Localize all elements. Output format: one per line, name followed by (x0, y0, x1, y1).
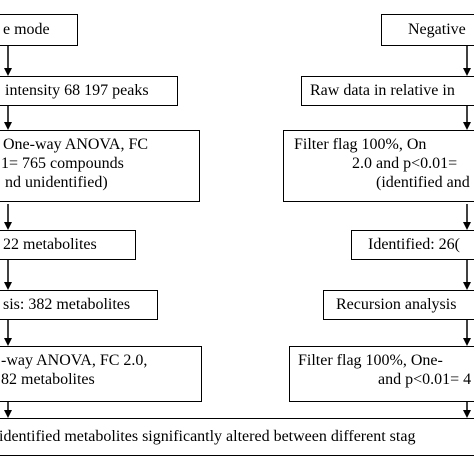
left-filter-box: One-way ANOVA, FC 1= 765 compounds nd un… (0, 130, 200, 202)
left-arrowhead-2 (4, 122, 12, 130)
left-identified-text: 22 metabolites (3, 236, 97, 253)
left-arrowhead-3 (4, 222, 12, 230)
left-raw-data-text: intensity 68 197 peaks (5, 82, 149, 99)
left-arrowhead-6 (4, 410, 12, 418)
left-filter-line-2: 1= 765 compounds (1, 155, 124, 172)
right-filter-line-2: 2.0 and p<0.01= (352, 155, 458, 172)
right-arrowhead-1 (463, 68, 471, 76)
left-arrowhead-1 (4, 68, 12, 76)
left-recursion-text: sis: 382 metabolites (3, 296, 131, 313)
right-filter-line-1: Filter flag 100%, On (294, 136, 427, 153)
left-mode-header: e mode (3, 21, 50, 38)
right-final-filter-box: Filter flag 100%, One- and p<0.01= 4 (289, 346, 474, 402)
right-mode-header-box: Negative (381, 14, 474, 46)
right-identified-box: Identified: 26( (351, 230, 474, 260)
left-mode-header-box: e mode (0, 14, 78, 46)
right-recursion-box: Recursion analysis (323, 290, 474, 320)
right-identified-text: Identified: 26( (368, 236, 460, 253)
right-recursion-text: Recursion analysis (336, 296, 457, 313)
right-filter-box: Filter flag 100%, On 2.0 and p<0.01= (id… (283, 130, 474, 202)
left-arrowhead-5 (4, 338, 12, 346)
right-filter-line-3: (identified and (376, 174, 470, 191)
left-final-filter-box: -way ANOVA, FC 2.0, 82 metabolites (0, 346, 202, 402)
right-mode-header: Negative (408, 21, 466, 38)
right-arrowhead-5 (463, 338, 471, 346)
left-filter-line-1: One-way ANOVA, FC (3, 136, 149, 153)
right-final-filter-line-1: Filter flag 100%, One- (298, 352, 443, 369)
right-arrowhead-2 (463, 122, 471, 130)
result-text: identified metabolites significantly alt… (0, 428, 416, 445)
right-arrowhead-6 (463, 410, 471, 418)
right-final-filter-line-2: and p<0.01= 4 (378, 371, 472, 388)
result-box: identified metabolites significantly alt… (0, 418, 474, 456)
left-recursion-box: sis: 382 metabolites (0, 290, 158, 320)
right-raw-data-box: Raw data in relative in (301, 76, 474, 106)
left-raw-data-box: intensity 68 197 peaks (0, 76, 178, 106)
left-identified-box: 22 metabolites (0, 230, 136, 260)
left-final-filter-line-1: -way ANOVA, FC 2.0, (1, 352, 148, 369)
right-arrowhead-4 (463, 282, 471, 290)
right-raw-data-text: Raw data in relative in (310, 82, 455, 99)
left-final-filter-line-2: 82 metabolites (1, 371, 95, 388)
left-filter-line-3: nd unidentified) (5, 174, 108, 191)
left-arrowhead-4 (4, 282, 12, 290)
right-arrowhead-3 (463, 222, 471, 230)
